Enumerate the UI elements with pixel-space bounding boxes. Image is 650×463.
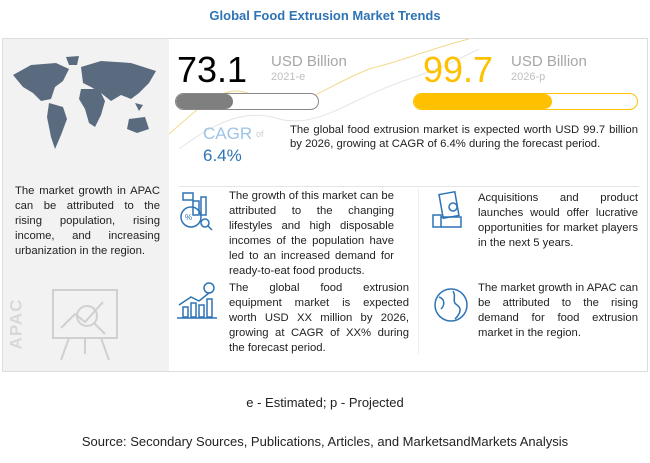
- progress-bar-2021: [175, 93, 319, 110]
- apac-growth-text: The market growth in APAC can be attribu…: [15, 185, 160, 257]
- market-value-2021: 73.1: [177, 49, 248, 90]
- source-note: Source: Secondary Sources, Publications,…: [81, 434, 569, 449]
- analytics-icon: %: [180, 192, 213, 231]
- footnote: e - Estimated; p - Projected: [246, 395, 404, 410]
- page-title: Global Food Extrusion Market Trends: [209, 8, 441, 23]
- apac-badge: APAC: [6, 284, 118, 364]
- market-summary: The global food extrusion market is expe…: [290, 124, 638, 150]
- insight-lifestyle: The growth of this market can be attribu…: [229, 190, 394, 277]
- world-map-icon: [13, 56, 156, 149]
- growth-chart-icon: [177, 282, 217, 319]
- presentation-board-icon: [52, 289, 118, 361]
- progress-fill-2026: [414, 94, 553, 109]
- cagr-label: CAGR: [203, 124, 253, 143]
- year-2026: 2026-p: [511, 71, 546, 83]
- divider: [179, 186, 639, 187]
- year-2021: 2021-e: [271, 71, 306, 83]
- market-value-2026: 99.7: [423, 49, 494, 90]
- apac-label: APAC: [6, 298, 26, 350]
- progress-bar-2026: [413, 93, 638, 110]
- progress-fill-2021: [176, 94, 233, 109]
- unit-2021: USD Billion: [271, 53, 347, 70]
- insight-equipment: The global food extrusion equipment mark…: [229, 282, 409, 354]
- cagr-value: 6.4%: [203, 146, 242, 165]
- svg-text:%: %: [185, 213, 192, 222]
- money-hand-icon: [432, 191, 462, 228]
- insight-apac: The market growth in APAC can be attribu…: [478, 282, 638, 339]
- divider-vertical: [418, 189, 419, 354]
- cagr-of: of: [256, 129, 264, 139]
- insight-acquisitions: Acquisitions and product launches would …: [478, 192, 638, 249]
- infographic-panel: The market growth in APAC can be attribu…: [2, 38, 648, 372]
- unit-2026: USD Billion: [511, 53, 587, 70]
- globe-icon: [434, 288, 468, 322]
- left-panel: The market growth in APAC can be attribu…: [3, 39, 169, 371]
